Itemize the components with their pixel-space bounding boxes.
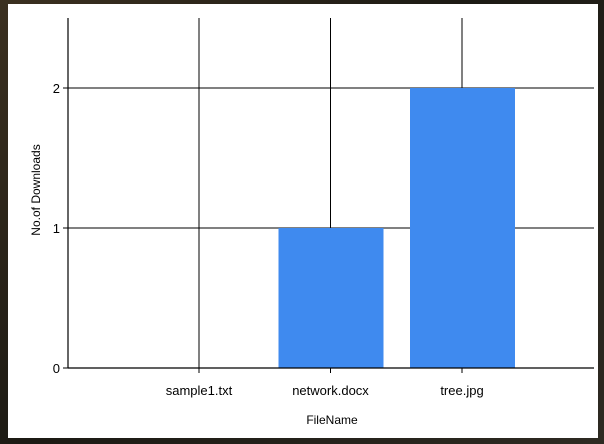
y-axis-title: No.of Downloads: [29, 144, 43, 235]
y-tick-label: 0: [53, 361, 60, 376]
axes: [63, 18, 594, 373]
bar: [410, 88, 515, 368]
x-tick-label: network.docx: [292, 383, 369, 398]
y-tick-label: 2: [53, 81, 60, 96]
x-tick-label: tree.jpg: [440, 383, 483, 398]
bar: [278, 228, 384, 368]
x-axis-title: FileName: [306, 413, 358, 427]
y-tick-label: 1: [53, 221, 60, 236]
tick-labels: 0 1 2 sample1.txt network.docx tree.jpg: [53, 81, 484, 398]
x-tick-label: sample1.txt: [166, 383, 233, 398]
bars: [278, 88, 515, 368]
